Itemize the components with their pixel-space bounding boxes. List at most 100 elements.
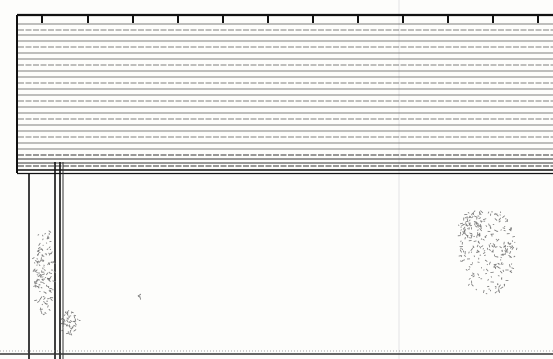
shrub-mark [482, 218, 487, 221]
shrub-mark [505, 220, 508, 223]
shrub-mark [73, 324, 77, 327]
shrub-mark [461, 223, 465, 226]
shrub-mark [468, 224, 470, 226]
shrub-mark [66, 317, 69, 320]
shrub-mark [47, 305, 49, 308]
shrub-mark [457, 224, 460, 227]
shrub-mark [478, 211, 481, 213]
shrub-mark [67, 318, 69, 320]
shrub-mark [38, 242, 41, 246]
shrub-mark [487, 211, 490, 214]
shrub-mark [480, 245, 484, 248]
shrub-mark [460, 229, 462, 231]
shrub-mark [39, 251, 41, 254]
shrub-mark [468, 277, 471, 280]
shrub-mark [41, 260, 43, 262]
shrub-mark [490, 276, 493, 278]
shrub-mark [44, 269, 46, 272]
shrub-mark [53, 261, 55, 263]
shrub-mark [37, 234, 40, 236]
shrub-mark [42, 296, 45, 298]
shrub-mark [516, 247, 518, 251]
shrub-mark [512, 236, 515, 238]
shrub-mark [510, 270, 512, 273]
shrub-mark [41, 248, 44, 252]
shrub-mark [469, 215, 471, 218]
shrub-mark [43, 266, 45, 268]
shrub-mark [483, 250, 486, 252]
shrub-mark [470, 234, 472, 237]
shrub-mark [504, 247, 507, 251]
shrub-mark [514, 241, 516, 243]
shrub-mark [474, 225, 478, 228]
shrub-mark [480, 210, 484, 214]
shrub-mark [49, 272, 53, 274]
shrub-mark [40, 286, 43, 289]
shrub-mark [477, 215, 480, 217]
shrub-mark [497, 267, 501, 269]
shrub-mark [511, 246, 515, 250]
shrub-mark [40, 310, 42, 313]
shrub-mark [43, 264, 45, 267]
shrub-mark [482, 238, 485, 241]
shrub-mark [465, 268, 468, 271]
shrub-mark [508, 254, 512, 258]
shrub-mark [504, 249, 507, 253]
shrub-mark [500, 256, 502, 259]
shrub-mark [469, 232, 473, 235]
shrub-mark [44, 311, 47, 314]
shrub-mark [70, 333, 73, 336]
shrub-mark [63, 314, 66, 316]
shrub-mark [464, 216, 467, 219]
shrub-mark [470, 216, 472, 219]
shrub-mark [49, 275, 52, 279]
shrub-mark [52, 280, 56, 283]
shrub-mark [476, 251, 480, 253]
shrub-mark [506, 248, 508, 252]
shrub-mark [473, 221, 478, 223]
shrub-mark [42, 234, 44, 237]
shrub-mark [509, 245, 512, 248]
shrub-mark [49, 248, 52, 251]
shrub-mark [509, 264, 511, 268]
shrub-mark [482, 247, 484, 250]
shrub-mark [511, 245, 514, 248]
shrub-mark [470, 251, 473, 253]
shrub-mark [471, 212, 475, 215]
shrub-mark [46, 248, 49, 251]
shrub-mark [462, 226, 466, 230]
shrub-mark [48, 246, 51, 249]
shrub-mark [467, 283, 470, 286]
shrub-mark [503, 225, 506, 228]
shrub-mark [66, 312, 69, 316]
shrub-mark [68, 333, 71, 336]
shrub-mark [70, 327, 73, 330]
shrub-mark [49, 280, 51, 283]
shrub-mark [468, 227, 470, 229]
shrub-mark [468, 268, 471, 271]
shrub-mark [458, 255, 462, 257]
shrub-mark [43, 297, 46, 300]
shrub-mark [37, 300, 40, 303]
shrub-mark [64, 311, 67, 313]
shrub-mark [473, 210, 476, 213]
shrub-mark [45, 242, 48, 244]
shrub-mark [479, 225, 482, 228]
shrub-mark [488, 248, 491, 252]
shrub-mark [43, 313, 45, 316]
shrub-mark [470, 235, 473, 239]
shrub-mark [488, 223, 490, 227]
shrub-mark [473, 215, 477, 218]
shrub-mark [41, 279, 44, 282]
shrub-mark [502, 227, 506, 229]
shrub-mark [74, 322, 77, 326]
shrub-mark [36, 258, 38, 260]
shrub-mark [63, 323, 67, 325]
shrub-mark [496, 214, 499, 217]
shrub-mark [503, 245, 506, 247]
shrub-mark [48, 278, 51, 282]
shrub-mark [65, 323, 68, 327]
shrub-mark [34, 262, 36, 264]
shrub-mark [477, 273, 480, 276]
shrub-mark [34, 281, 36, 285]
